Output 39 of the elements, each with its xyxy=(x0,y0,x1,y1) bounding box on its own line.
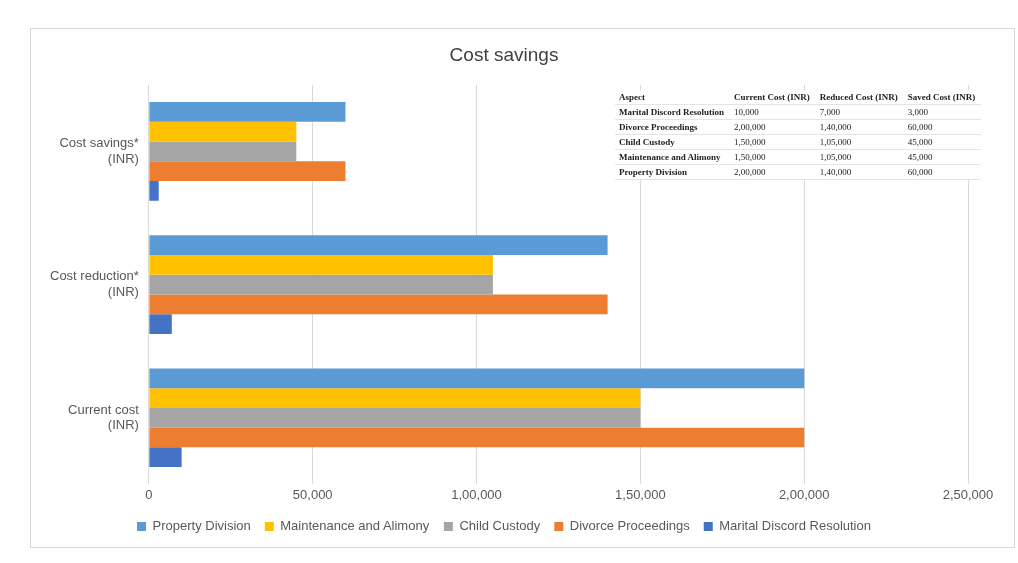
annotation: Child Custody xyxy=(615,134,730,150)
legend-label: Property Division xyxy=(152,518,251,534)
legend-label: Marital Discord Resolution xyxy=(719,518,871,534)
x-tick-label: 50,000 xyxy=(292,486,333,502)
annotation: 45,000 xyxy=(903,134,982,150)
annotation: 60,000 xyxy=(903,164,982,180)
annotation: 60,000 xyxy=(903,119,982,135)
x-tick-label: 1,00,000 xyxy=(451,486,502,502)
x-tick-label: 0 xyxy=(145,486,153,502)
x-tick-label: 2,00,000 xyxy=(778,486,830,502)
annotation: Marital Discord Resolution xyxy=(615,104,730,120)
annotation: Reduced Cost (INR) xyxy=(815,90,904,105)
annotation: 2,00,000 xyxy=(730,119,816,135)
annotation: 2,00,000 xyxy=(730,164,816,180)
annotation: 1,50,000 xyxy=(730,149,816,165)
annotation: Maintenance and Alimony xyxy=(615,149,730,165)
annotation: 3,000 xyxy=(903,104,982,120)
chart-title: Cost savings xyxy=(449,43,559,65)
x-tick-label: 1,50,000 xyxy=(615,486,666,502)
annotation: 45,000 xyxy=(903,149,982,165)
legend-label: Maintenance and Alimony xyxy=(280,518,430,534)
annotation: Aspect xyxy=(615,90,730,105)
annotation: 1,40,000 xyxy=(815,164,904,180)
annotation: Saved Cost (INR) xyxy=(903,90,982,105)
annotation: 7,000 xyxy=(815,104,904,120)
annotation: 1,50,000 xyxy=(730,134,816,150)
annotation: 1,40,000 xyxy=(815,119,904,135)
y-tick-label: Cost savings* (INR) xyxy=(59,135,139,166)
annotation: 1,05,000 xyxy=(815,149,904,165)
annotation: 1,05,000 xyxy=(815,134,904,150)
x-tick-label: 2,50,000 xyxy=(942,486,994,502)
y-tick-label: Cost reduction* (INR) xyxy=(49,268,139,299)
legend-label: Divorce Proceedings xyxy=(569,518,691,534)
annotation: Current Cost (INR) xyxy=(730,90,816,105)
annotation: Divorce Proceedings xyxy=(615,119,730,135)
annotation: Property Division xyxy=(615,164,730,180)
annotation: 10,000 xyxy=(730,104,816,120)
legend-label: Child Custody xyxy=(459,518,541,534)
y-tick-label: Current cost (INR) xyxy=(68,401,140,433)
